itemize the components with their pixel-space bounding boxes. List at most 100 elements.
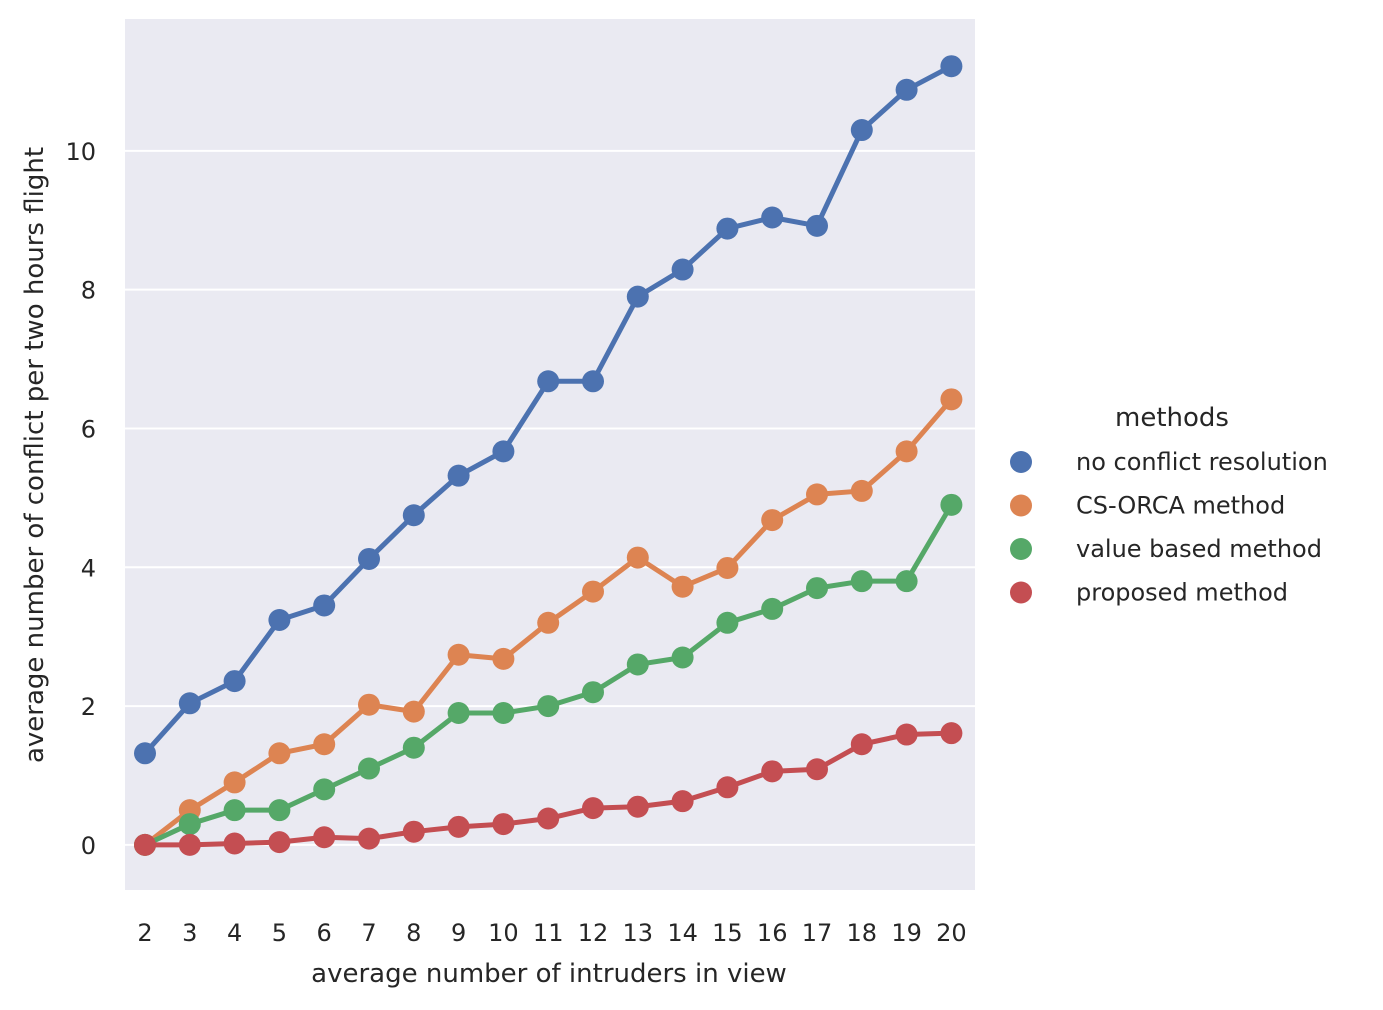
data-point xyxy=(806,214,828,237)
data-point xyxy=(537,807,560,830)
data-point xyxy=(402,504,425,527)
data-point xyxy=(626,795,649,818)
x-tick-label: 19 xyxy=(891,919,922,947)
data-point xyxy=(268,742,291,765)
x-tick-label: 11 xyxy=(533,919,564,947)
data-point xyxy=(806,483,828,506)
legend-marker xyxy=(1010,581,1032,604)
data-point xyxy=(268,609,291,632)
y-tick-labels: 0 2 4 6 8 10 xyxy=(65,138,96,860)
data-point xyxy=(268,799,291,822)
y-tick-label: 6 xyxy=(81,415,96,443)
data-point xyxy=(582,681,604,704)
data-point xyxy=(626,653,649,676)
data-point xyxy=(940,55,963,78)
data-point xyxy=(358,693,380,716)
x-tick-label: 6 xyxy=(317,919,332,947)
data-point xyxy=(806,577,828,600)
data-point xyxy=(850,119,873,142)
data-point xyxy=(313,826,336,849)
data-point xyxy=(940,722,963,745)
x-tick-label: 13 xyxy=(623,919,654,947)
x-tick-label: 18 xyxy=(847,919,878,947)
y-tick-label: 4 xyxy=(81,554,96,582)
data-point xyxy=(626,546,649,569)
x-tick-label: 16 xyxy=(757,919,788,947)
x-axis-label: average number of intruders in view xyxy=(311,959,787,989)
series-2 xyxy=(134,493,963,856)
data-point xyxy=(223,832,246,855)
data-point xyxy=(761,597,784,620)
x-tick-label: 14 xyxy=(667,919,698,947)
data-point xyxy=(761,509,784,532)
data-point xyxy=(671,646,694,669)
data-point xyxy=(492,647,515,670)
data-point xyxy=(447,643,470,666)
data-point xyxy=(447,464,470,487)
data-point xyxy=(537,611,560,634)
series-3 xyxy=(134,722,963,856)
data-point xyxy=(358,757,380,780)
x-tick-label: 5 xyxy=(272,919,287,947)
data-point xyxy=(626,285,649,308)
data-point xyxy=(716,776,739,799)
data-point xyxy=(313,733,336,756)
data-point xyxy=(716,217,739,240)
data-point xyxy=(492,702,515,725)
data-point xyxy=(223,799,246,822)
x-tick-label: 7 xyxy=(361,919,376,947)
data-point xyxy=(850,479,873,502)
legend-marker xyxy=(1010,538,1032,560)
legend-entry-label: proposed method xyxy=(1076,579,1288,607)
data-point xyxy=(358,547,380,570)
data-point xyxy=(402,700,425,723)
data-point xyxy=(716,556,739,579)
legend-marker xyxy=(1010,451,1032,473)
x-tick-label: 15 xyxy=(712,919,743,947)
x-tick-labels: 2 3 4 5 6 7 8 9 10 11 12 13 14 15 16 17 18 19 20 xyxy=(137,919,966,947)
data-point xyxy=(806,758,828,781)
data-point xyxy=(492,440,515,463)
y-tick-label: 0 xyxy=(81,832,96,860)
data-point xyxy=(402,736,425,759)
data-point xyxy=(537,695,560,718)
y-tick-label: 2 xyxy=(81,693,96,721)
x-tick-label: 4 xyxy=(227,919,242,947)
data-point xyxy=(402,820,425,843)
data-point xyxy=(671,790,694,813)
data-point xyxy=(134,742,156,765)
plot-background xyxy=(125,19,975,890)
series-0 xyxy=(134,55,963,765)
data-point xyxy=(582,797,604,820)
legend-entry-label: value based method xyxy=(1076,535,1322,563)
data-point xyxy=(850,733,873,756)
data-point xyxy=(447,702,470,725)
legend-entry-label: no conflict resolution xyxy=(1076,448,1328,476)
x-tick-label: 3 xyxy=(182,919,197,947)
y-tick-label: 8 xyxy=(81,277,96,305)
data-point xyxy=(582,370,604,393)
legend: methods no conflict resolution CS-ORCA me… xyxy=(1010,403,1328,607)
data-point xyxy=(895,570,918,593)
data-point xyxy=(313,594,336,617)
data-point xyxy=(313,778,336,801)
series-layer xyxy=(134,55,963,856)
data-point xyxy=(716,611,739,634)
data-point xyxy=(940,388,963,411)
data-point xyxy=(895,723,918,746)
x-tick-label: 12 xyxy=(578,919,609,947)
data-point xyxy=(895,78,918,101)
data-point xyxy=(940,493,963,516)
y-axis-label: average number of conflict per two hours… xyxy=(20,147,50,763)
data-point xyxy=(761,760,784,783)
data-point xyxy=(178,833,201,856)
data-point xyxy=(447,815,470,838)
x-tick-label: 10 xyxy=(488,919,519,947)
data-point xyxy=(358,827,380,850)
data-point xyxy=(850,570,873,593)
legend-title: methods xyxy=(1115,403,1229,433)
data-point xyxy=(895,440,918,463)
legend-marker xyxy=(1010,494,1032,517)
x-tick-label: 2 xyxy=(137,919,152,947)
